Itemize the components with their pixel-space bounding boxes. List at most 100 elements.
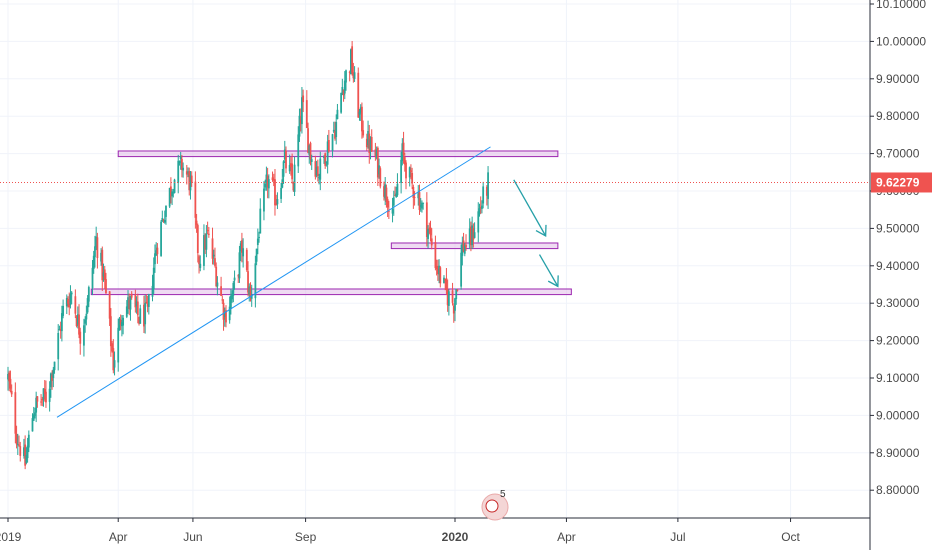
time-tick-label: Oct: [781, 530, 800, 544]
candle-body: [156, 247, 159, 255]
candle-body: [451, 290, 454, 303]
price-tag-box: [871, 172, 932, 193]
price-axis[interactable]: 10.10000 10.00000 9.90000 9.80000 9.70000 9.6…: [869, 0, 926, 550]
candle-body: [275, 203, 278, 205]
drawing-zones[interactable]: [90, 150, 572, 296]
tradingview-logo-badge[interactable]: 5: [481, 489, 509, 521]
candle-body: [216, 282, 219, 287]
candle-body: [185, 171, 188, 175]
candle-body: [125, 306, 128, 317]
price-tick-label: 9.40000: [876, 259, 920, 273]
candle-body: [245, 249, 248, 271]
candle-body: [359, 107, 362, 113]
candle-body: [274, 179, 276, 206]
candle-body: [187, 171, 189, 173]
candle-body: [443, 277, 445, 284]
candle-body: [408, 167, 411, 178]
price-tick-label: 9.30000: [876, 296, 920, 310]
candle-body: [470, 226, 472, 246]
candle-body: [87, 287, 90, 302]
candle-body: [146, 303, 149, 307]
candle-body: [136, 301, 139, 316]
candle-body: [194, 181, 197, 218]
candle-body: [145, 301, 148, 303]
candle-body: [16, 444, 19, 446]
candle-body: [165, 205, 167, 217]
candle-body: [411, 172, 414, 184]
time-axis[interactable]: 2019 Apr Jun Sep 2020 Apr Jul Oct: [0, 517, 870, 544]
time-tick-label: Jun: [183, 530, 202, 544]
candle-body: [315, 166, 318, 176]
candle-body: [386, 199, 389, 208]
candle-body: [293, 164, 296, 192]
candle-body: [323, 156, 325, 159]
candle-body: [481, 205, 483, 209]
candle-body: [45, 391, 47, 403]
price-tick-label: 8.90000: [876, 446, 920, 460]
resistance-zone-rect[interactable]: [117, 150, 559, 158]
down-arrow-2[interactable]: [538, 254, 559, 288]
candle-body: [34, 412, 36, 417]
candle-body: [340, 92, 343, 113]
candle-body: [358, 111, 361, 115]
candle-body: [430, 238, 433, 246]
arrow-head: [535, 224, 547, 237]
drawing-lines[interactable]: [0, 146, 870, 418]
candle-body: [247, 271, 249, 293]
candle-body: [401, 143, 404, 162]
arrow-shaft: [513, 179, 547, 237]
candle-body: [264, 183, 267, 188]
down-arrow-1[interactable]: [513, 179, 547, 237]
candle-body: [385, 187, 388, 202]
middle-zone-rect[interactable]: [390, 242, 559, 250]
candle-body: [297, 134, 300, 167]
candle-body: [285, 150, 287, 169]
candle-body: [463, 245, 466, 254]
candle-body: [204, 235, 207, 250]
candle-body: [130, 293, 133, 298]
candle-body: [118, 318, 121, 330]
candle-body: [189, 175, 192, 191]
candle-body: [154, 253, 156, 265]
candle-body: [255, 248, 258, 262]
candle-body: [427, 228, 429, 239]
support-zone-rect[interactable]: [90, 288, 572, 296]
time-tick-label: Sep: [295, 530, 317, 544]
candle-body: [48, 388, 51, 402]
trendline[interactable]: [56, 146, 491, 418]
candle-body: [361, 106, 363, 132]
candle-body: [280, 187, 282, 199]
candle-body: [53, 361, 56, 371]
candle-body: [135, 301, 138, 306]
candle-body: [96, 237, 99, 259]
candle-body: [345, 70, 347, 83]
candle-body: [120, 322, 123, 327]
candle-body: [362, 130, 365, 136]
candle-body: [105, 279, 107, 294]
candle-body: [310, 159, 313, 162]
candle-body: [205, 233, 208, 250]
candle-body: [460, 252, 463, 287]
candle-body: [299, 119, 302, 124]
candle-body: [111, 343, 113, 352]
candle-body: [324, 153, 327, 166]
candle-body: [76, 314, 79, 325]
candle-body: [57, 333, 60, 360]
candle-body: [292, 182, 295, 191]
candle-body: [422, 202, 425, 204]
candle-body: [65, 298, 68, 307]
candle-body: [387, 210, 390, 212]
candle-body: [212, 254, 215, 257]
candle-body: [232, 282, 235, 296]
candle-body: [447, 291, 450, 306]
candle-body: [151, 285, 154, 297]
candle-body: [190, 175, 193, 183]
candle-body: [199, 263, 202, 268]
candle-body: [128, 300, 131, 310]
candle-body: [214, 258, 216, 266]
candle-body: [445, 278, 448, 290]
candle-body: [417, 193, 420, 199]
candle-body: [160, 221, 162, 256]
candle-body: [43, 389, 46, 394]
